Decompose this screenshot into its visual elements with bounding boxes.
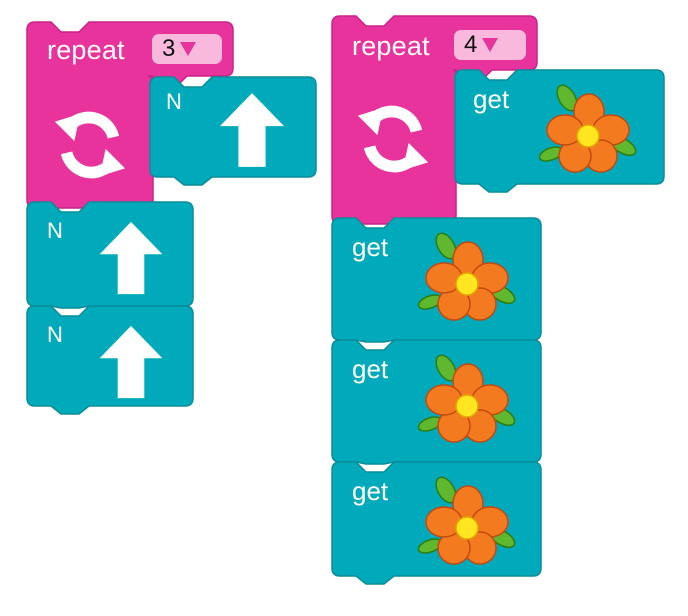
direction-label: N bbox=[166, 89, 182, 114]
repeat-count-dropdown[interactable]: 3 bbox=[152, 34, 222, 64]
loop-arrows-icon bbox=[54, 111, 126, 179]
flower-icon bbox=[417, 476, 516, 565]
flower-icon bbox=[417, 354, 516, 443]
repeat-count-dropdown[interactable]: 4 bbox=[454, 30, 526, 60]
get-label: get bbox=[352, 232, 389, 262]
move-block-inner[interactable]: N bbox=[149, 76, 317, 186]
arrow-up-icon bbox=[99, 221, 163, 295]
get-label: get bbox=[352, 354, 389, 384]
repeat-block-right[interactable]: repeat 4 bbox=[331, 15, 538, 225]
get-block-1[interactable]: get bbox=[331, 217, 542, 343]
direction-label: N bbox=[47, 322, 63, 347]
repeat-count-value: 4 bbox=[464, 31, 478, 58]
flower-icon bbox=[417, 232, 516, 321]
get-block-3[interactable]: get bbox=[331, 461, 542, 585]
get-label: get bbox=[352, 476, 389, 506]
arrow-up-icon bbox=[219, 93, 285, 167]
get-block-inner[interactable]: get bbox=[454, 69, 665, 193]
triangle-down-icon bbox=[180, 42, 197, 56]
triangle-down-icon bbox=[482, 38, 499, 52]
move-block-1[interactable]: N bbox=[26, 201, 194, 309]
direction-label: N bbox=[47, 218, 63, 243]
repeat-label: repeat bbox=[47, 35, 125, 65]
repeat-label: repeat bbox=[352, 31, 430, 61]
repeat-count-value: 3 bbox=[162, 35, 176, 62]
move-block-2[interactable]: N bbox=[26, 305, 194, 416]
arrow-up-icon bbox=[99, 325, 163, 399]
loop-arrows-icon bbox=[357, 105, 429, 173]
get-block-2[interactable]: get bbox=[331, 339, 542, 465]
repeat-block-left[interactable]: repeat 3 bbox=[26, 21, 234, 209]
get-label: get bbox=[473, 84, 510, 114]
flower-icon bbox=[538, 84, 637, 173]
